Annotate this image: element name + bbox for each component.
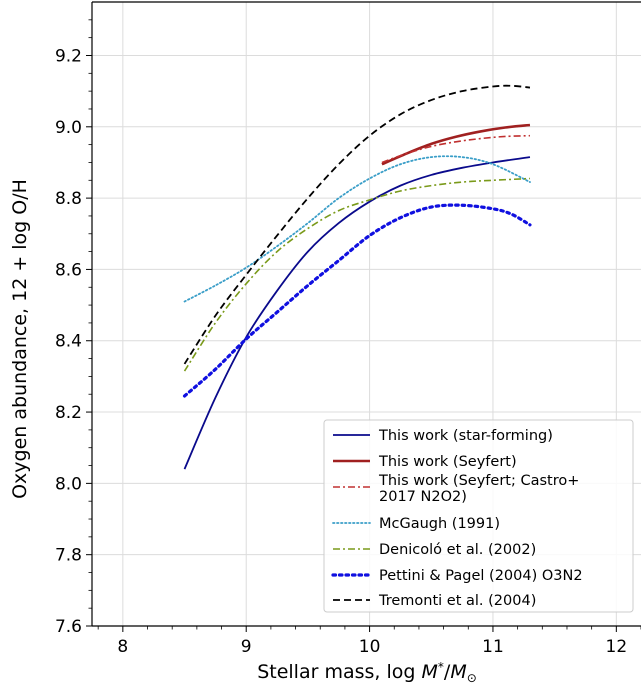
series-line-2 (381, 134, 530, 164)
axes (91, 1, 641, 627)
legend-label-2-line2: 2017 N2O2) (379, 489, 467, 505)
x-tick-label: 8 (117, 637, 128, 657)
legend-label-2: This work (Seyfert; Castro+ (378, 473, 579, 489)
x-tick-label: 12 (606, 637, 628, 657)
x-tick-label: 11 (482, 637, 504, 657)
x-axis-title: Stellar mass, log M*/M⊙ (257, 660, 477, 685)
series-line-3 (183, 155, 531, 303)
series-line-4 (183, 177, 531, 372)
y-tick-label: 9.0 (55, 118, 82, 138)
legend-label-0: This work (star-forming) (378, 428, 553, 444)
ticks: 8 9 10 11 12 7.6 7.8 8.0 8.2 8.4 8.6 8.8 9.0 9.2 (55, 19, 641, 657)
legend-label-4: Denicoló et al. (2002) (379, 542, 536, 558)
series-line-5 (182, 203, 532, 398)
y-tick-label: 8.8 (55, 189, 82, 209)
y-tick-label: 8.0 (55, 474, 82, 494)
legend-label-5: Pettini & Pagel (2004) O3N2 (379, 568, 583, 584)
legend-box (323, 419, 634, 613)
y-tick-label: 9.2 (55, 46, 82, 66)
y-axis-title: Oxygen abundance, 12 + log O/H (9, 179, 31, 499)
y-tick-label: 7.8 (55, 546, 82, 566)
y-tick-label: 8.4 (55, 332, 82, 352)
series-line-1 (381, 123, 531, 166)
y-tick-label: 8.2 (55, 403, 82, 423)
x-tick-label: 10 (359, 637, 381, 657)
series-line-0 (183, 156, 531, 470)
x-tick-label: 9 (241, 637, 252, 657)
legend: This work (star-forming) This work (Seyfe… (323, 419, 634, 613)
legend-label-1: This work (Seyfert) (378, 454, 517, 470)
legend-label-3: McGaugh (1991) (379, 516, 500, 532)
series-line-6 (183, 84, 531, 365)
series-group (182, 84, 532, 470)
legend-label-6: Tremonti et al. (2004) (378, 593, 536, 609)
y-tick-label: 8.6 (55, 260, 82, 280)
y-tick-label: 7.6 (55, 617, 82, 637)
